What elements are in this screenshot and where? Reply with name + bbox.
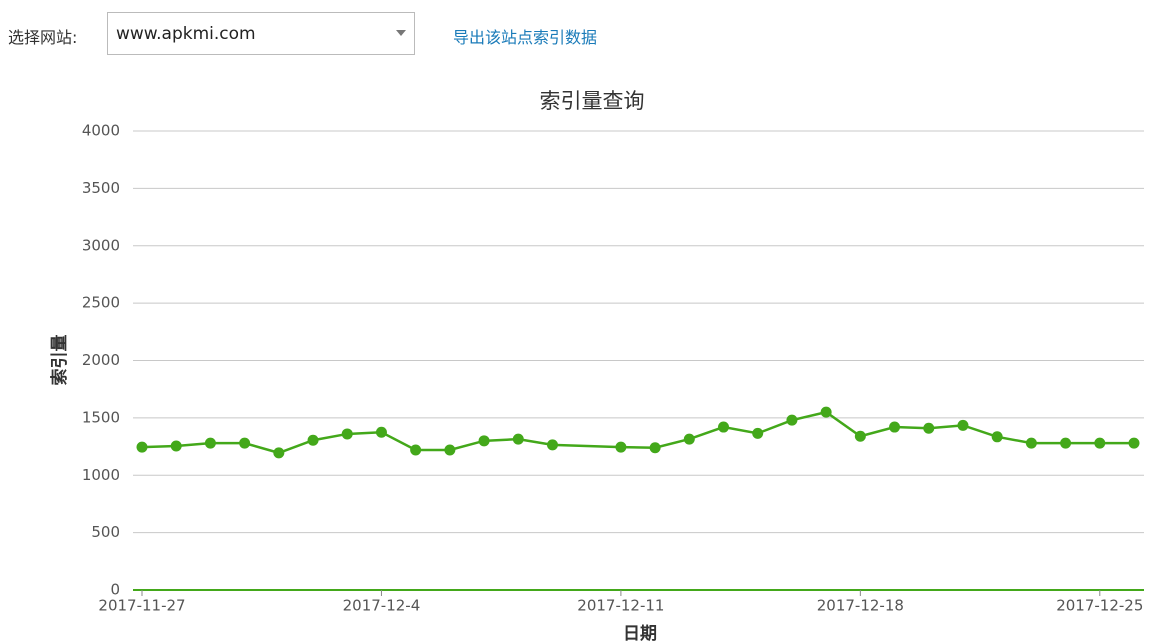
data-point [375,426,387,438]
data-point [923,422,935,434]
chart-title: 索引量查询 [540,89,645,113]
y-tick-label: 1000 [82,466,120,484]
data-point [410,444,422,456]
data-point [478,435,490,447]
data-point [752,427,764,439]
x-axis-label: 日期 [623,624,657,644]
data-point [307,434,319,446]
y-tick-label: 3000 [82,236,120,254]
data-point [991,431,1003,443]
y-tick-label: 4000 [82,122,120,140]
site-select[interactable]: www.apkmi.com [107,12,415,55]
toolbar: 选择网站: www.apkmi.com 导出该站点索引数据 [0,0,1176,70]
x-tick-label: 2017-11-27 [98,597,185,615]
site-label: 选择网站: [8,28,78,47]
y-axis-label: 索引量 [49,335,70,386]
y-tick-label: 0 [110,581,120,599]
x-tick-label: 2017-12-25 [1056,597,1143,615]
data-point [239,437,251,449]
y-tick-label: 1500 [82,408,120,426]
y-tick-label: 2000 [82,351,120,369]
y-tick-label: 2500 [82,294,120,312]
data-point [1128,437,1140,449]
chart: 索引量查询 索引量 日期 0 500 1000 1500 2000 2500 3000 350… [49,89,1144,644]
x-tick-label: 2017-12-11 [577,597,664,615]
data-point [649,442,661,454]
data-point [341,428,353,440]
data-point [1060,437,1072,449]
x-tick-label: 2017-12-18 [817,597,904,615]
data-point [273,447,285,459]
data-point [136,441,148,453]
data-point [615,441,627,453]
data-point [1094,437,1106,449]
y-tick-label: 3500 [82,179,120,197]
data-point [683,433,695,445]
export-link[interactable]: 导出该站点索引数据 [453,28,598,47]
y-tick-label: 500 [91,523,120,541]
data-point [718,421,730,433]
data-point [957,419,969,431]
x-tick-label: 2017-12-4 [343,597,421,615]
data-point [204,437,216,449]
data-point [546,439,558,451]
data-point [854,430,866,442]
data-point [889,421,901,433]
data-point [170,440,182,452]
data-point [1025,437,1037,449]
data-point [820,406,832,418]
data-point [444,444,456,456]
data-point [786,414,798,426]
data-point [512,433,524,445]
